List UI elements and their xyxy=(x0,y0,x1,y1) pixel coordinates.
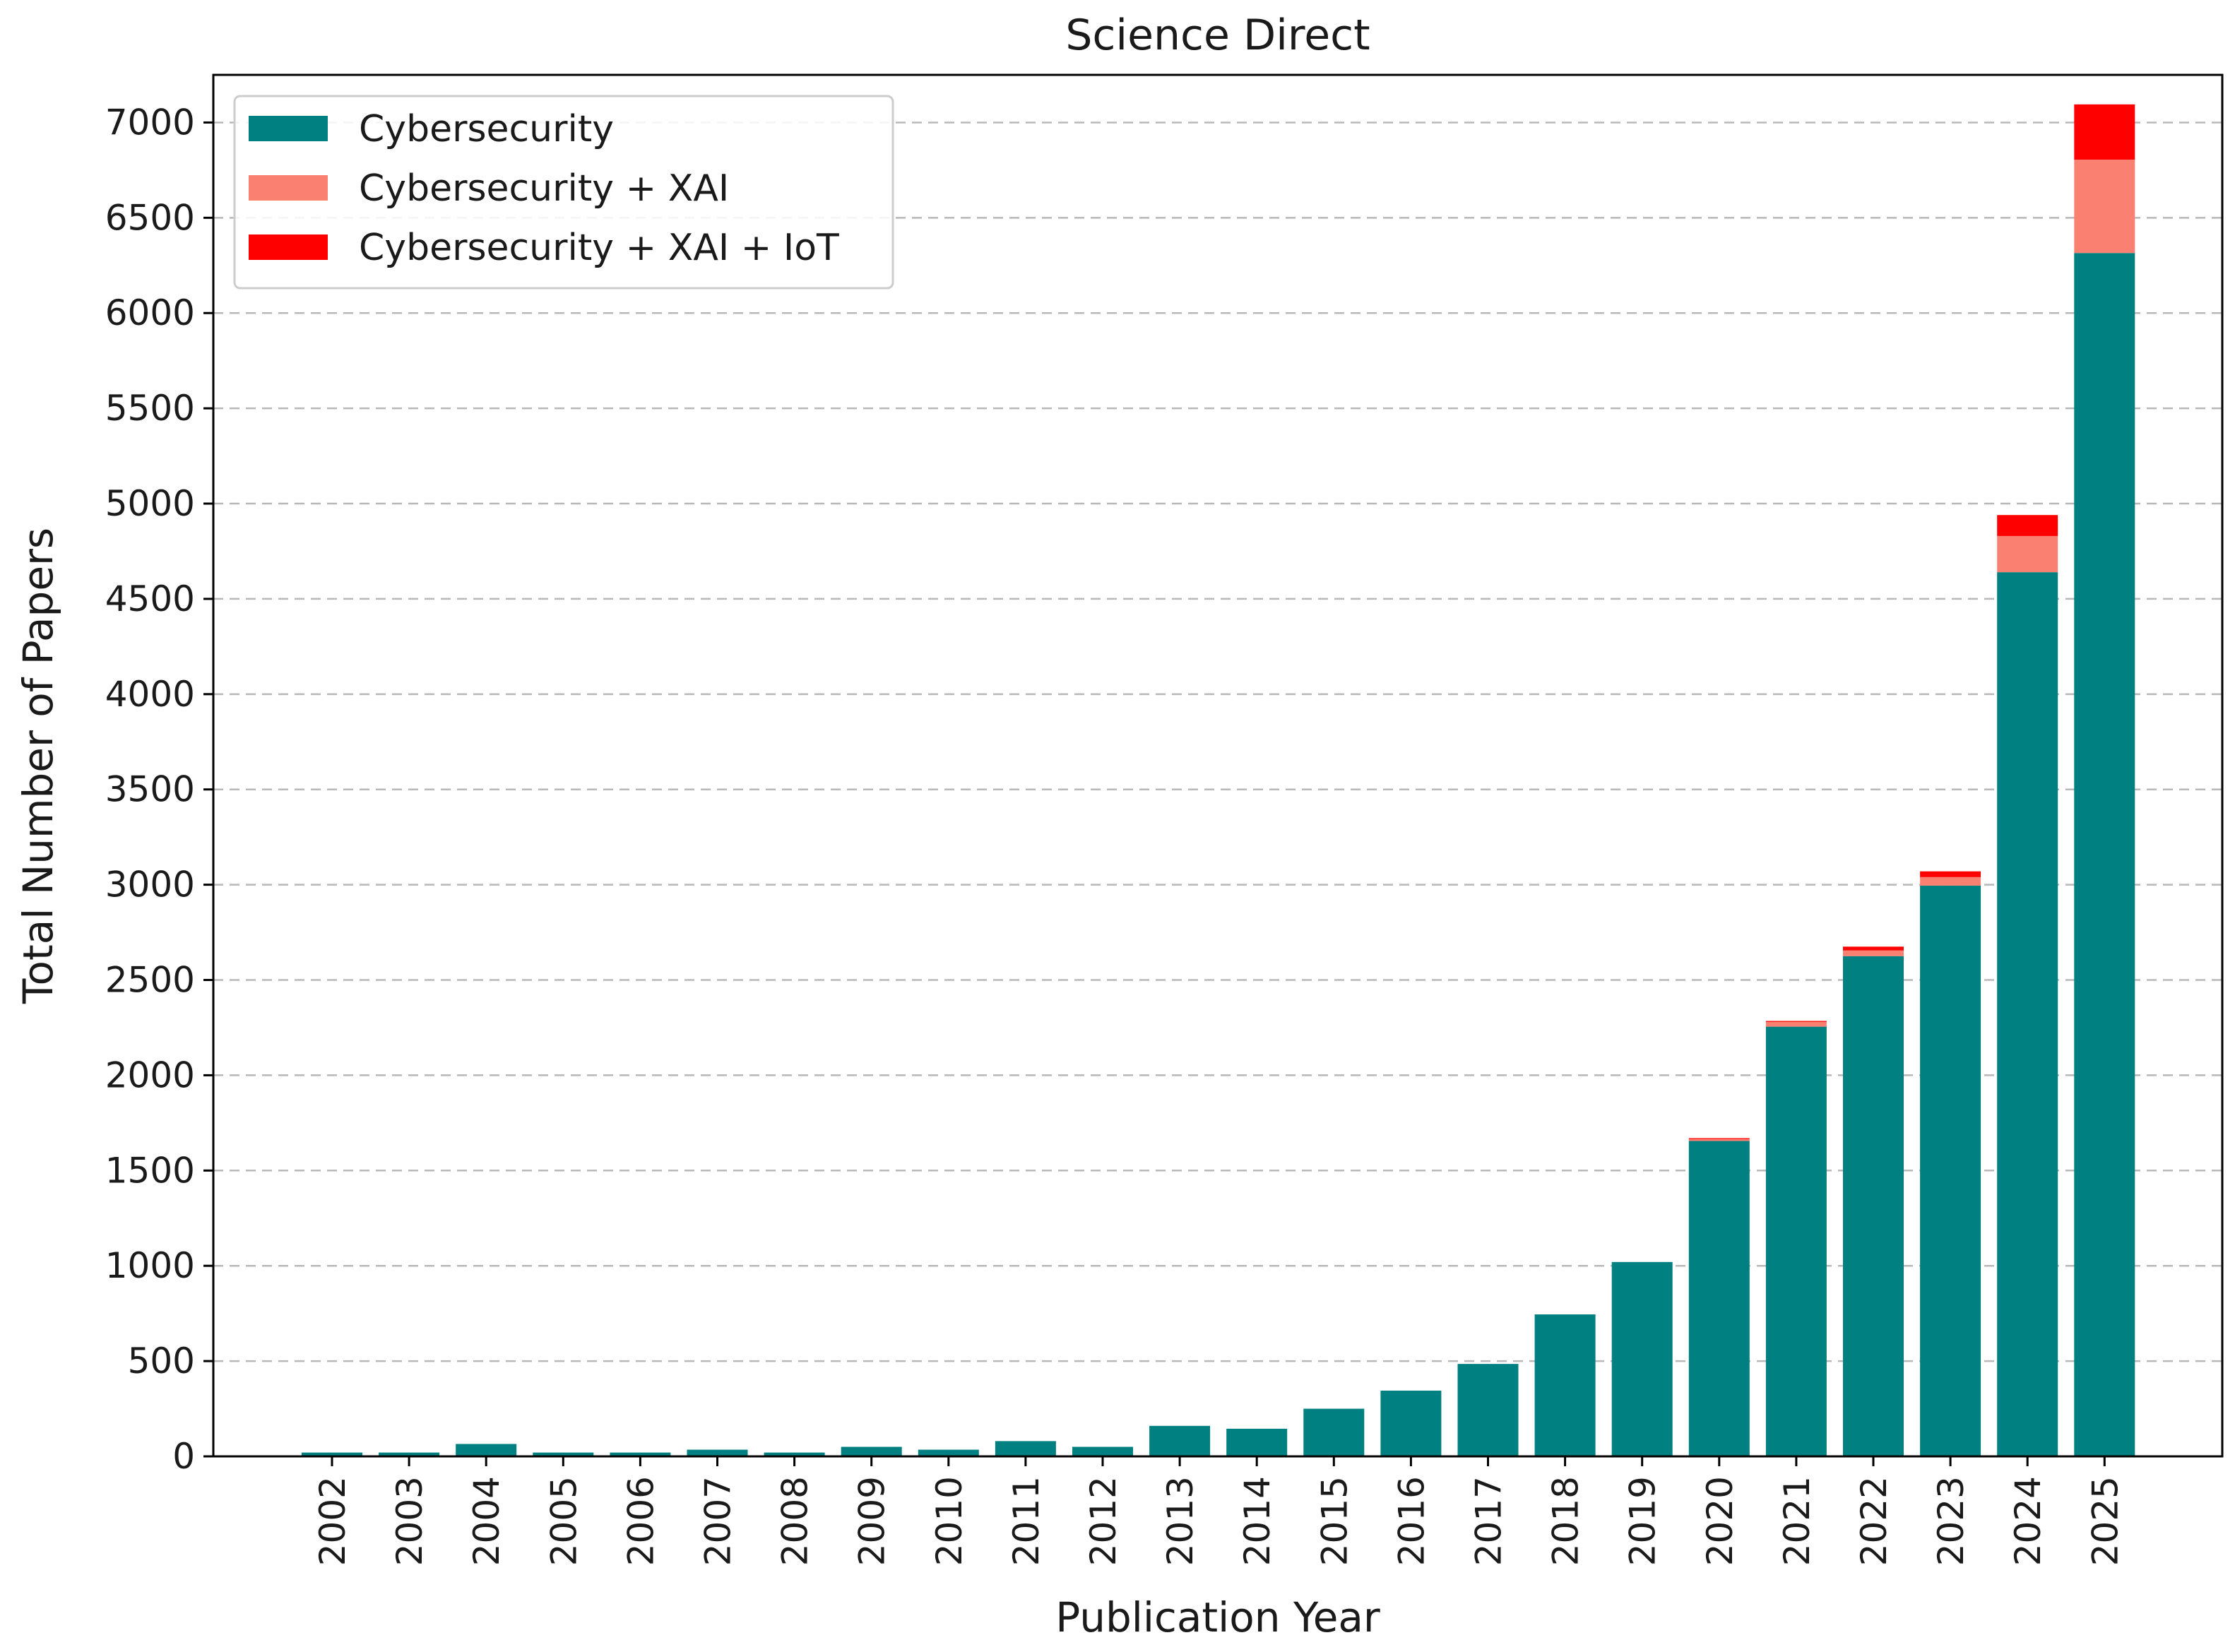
bar-2025-series-0 xyxy=(2074,253,2135,1456)
x-tick-label: 2008 xyxy=(775,1476,816,1566)
bar-2024-series-2 xyxy=(1997,515,2058,536)
x-tick-label: 2018 xyxy=(1546,1476,1587,1566)
bar-2007-series-0 xyxy=(687,1449,748,1456)
bar-2012-series-0 xyxy=(1072,1446,1133,1456)
y-tick-label: 500 xyxy=(128,1341,195,1381)
y-tick-label: 3000 xyxy=(105,864,195,905)
x-tick-label: 2017 xyxy=(1469,1476,1510,1566)
x-tick-label: 2020 xyxy=(1700,1476,1741,1566)
chart-title: Science Direct xyxy=(1065,11,1370,60)
legend-swatch xyxy=(249,234,328,260)
bar-2023-series-2 xyxy=(1920,871,1981,877)
y-tick-label: 4500 xyxy=(105,578,195,619)
x-tick-label: 2002 xyxy=(312,1476,353,1566)
bar-2025-series-2 xyxy=(2074,104,2135,160)
x-tick-label: 2010 xyxy=(929,1476,970,1566)
bar-2022-series-2 xyxy=(1843,946,1904,951)
x-tick-label: 2025 xyxy=(2085,1476,2126,1566)
x-tick-label: 2021 xyxy=(1777,1476,1818,1566)
legend-swatch xyxy=(249,116,328,141)
y-axis-title: Total Number of Papers xyxy=(14,528,62,1004)
y-tick-label: 7000 xyxy=(105,102,195,143)
bar-2010-series-0 xyxy=(918,1449,979,1456)
y-axis-ticks: 0 500 1000 1500 2000 2500 3000 3500 4000 4500 5000… xyxy=(105,102,213,1477)
x-tick-label: 2012 xyxy=(1083,1476,1124,1566)
bar-2017-series-0 xyxy=(1457,1364,1519,1456)
bar-2014-series-0 xyxy=(1226,1428,1288,1456)
bar-2025-series-1 xyxy=(2074,160,2135,254)
x-tick-label: 2013 xyxy=(1160,1476,1201,1566)
bar-2021-series-2 xyxy=(1765,1021,1827,1022)
y-tick-label: 2500 xyxy=(105,960,195,1001)
y-tick-label: 4000 xyxy=(105,674,195,715)
bar-2003-series-0 xyxy=(379,1452,440,1456)
y-tick-label: 6500 xyxy=(105,197,195,238)
bar-2016-series-0 xyxy=(1380,1390,1442,1456)
bar-2023-series-0 xyxy=(1920,885,1981,1456)
y-tick-label: 5000 xyxy=(105,483,195,524)
bar-2015-series-0 xyxy=(1303,1408,1365,1456)
x-tick-label: 2009 xyxy=(852,1476,893,1566)
x-tick-label: 2003 xyxy=(389,1476,430,1566)
bar-2013-series-0 xyxy=(1149,1425,1211,1456)
legend: Cybersecurity Cybersecurity + XAI Cybersec… xyxy=(233,95,894,290)
legend-label: Cybersecurity + XAI + IoT xyxy=(359,227,839,269)
bar-2020-series-2 xyxy=(1688,1138,1750,1139)
y-tick-label: 5500 xyxy=(105,388,195,429)
x-tick-label: 2005 xyxy=(543,1476,584,1566)
bar-2009-series-0 xyxy=(841,1446,902,1456)
bar-2022-series-1 xyxy=(1843,950,1904,956)
legend-box xyxy=(233,95,894,290)
plot-frame xyxy=(212,73,2224,1458)
bar-2018-series-0 xyxy=(1534,1314,1596,1456)
x-tick-label: 2006 xyxy=(620,1476,661,1566)
y-tick-label: 6000 xyxy=(105,292,195,333)
bar-2005-series-0 xyxy=(533,1452,594,1456)
x-tick-label: 2023 xyxy=(1931,1476,1972,1566)
bar-2023-series-1 xyxy=(1920,876,1981,886)
bar-2024-series-1 xyxy=(1997,535,2058,573)
x-tick-label: 2004 xyxy=(466,1476,507,1566)
x-tick-label: 2007 xyxy=(698,1476,739,1566)
bar-2008-series-0 xyxy=(764,1452,825,1456)
y-tick-label: 3500 xyxy=(105,769,195,810)
y-tick-label: 1500 xyxy=(105,1150,195,1191)
bars xyxy=(302,104,2135,1457)
y-tick-label: 0 xyxy=(172,1436,195,1477)
x-axis-title: Publication Year xyxy=(1055,1593,1380,1641)
x-tick-label: 2011 xyxy=(1006,1476,1047,1566)
legend-swatch xyxy=(249,175,328,201)
x-tick-label: 2024 xyxy=(2008,1476,2049,1566)
bar-2002-series-0 xyxy=(302,1452,362,1456)
bar-2020-series-0 xyxy=(1688,1141,1750,1456)
y-tick-label: 2000 xyxy=(105,1054,195,1095)
bar-2004-series-0 xyxy=(456,1444,517,1456)
x-tick-label: 2015 xyxy=(1314,1476,1355,1566)
bar-2021-series-1 xyxy=(1765,1021,1827,1027)
bar-2021-series-0 xyxy=(1765,1026,1827,1456)
bar-2019-series-0 xyxy=(1611,1261,1673,1456)
bar-2011-series-0 xyxy=(995,1441,1056,1456)
x-tick-label: 2014 xyxy=(1237,1476,1278,1566)
legend-label: Cybersecurity + XAI xyxy=(359,167,729,210)
bar-2024-series-0 xyxy=(1997,572,2058,1457)
x-tick-label: 2016 xyxy=(1391,1476,1432,1566)
x-tick-label: 2019 xyxy=(1623,1476,1664,1566)
y-tick-label: 1000 xyxy=(105,1245,195,1286)
x-axis-ticks: 2002 2003 2004 2005 2006 2007 2008 2009 2010 2011… xyxy=(312,1456,2126,1566)
legend-label: Cybersecurity xyxy=(359,108,614,150)
bar-2020-series-1 xyxy=(1688,1139,1750,1141)
bar-2022-series-0 xyxy=(1843,956,1904,1456)
bar-2006-series-0 xyxy=(610,1452,671,1456)
x-tick-label: 2022 xyxy=(1854,1476,1895,1566)
